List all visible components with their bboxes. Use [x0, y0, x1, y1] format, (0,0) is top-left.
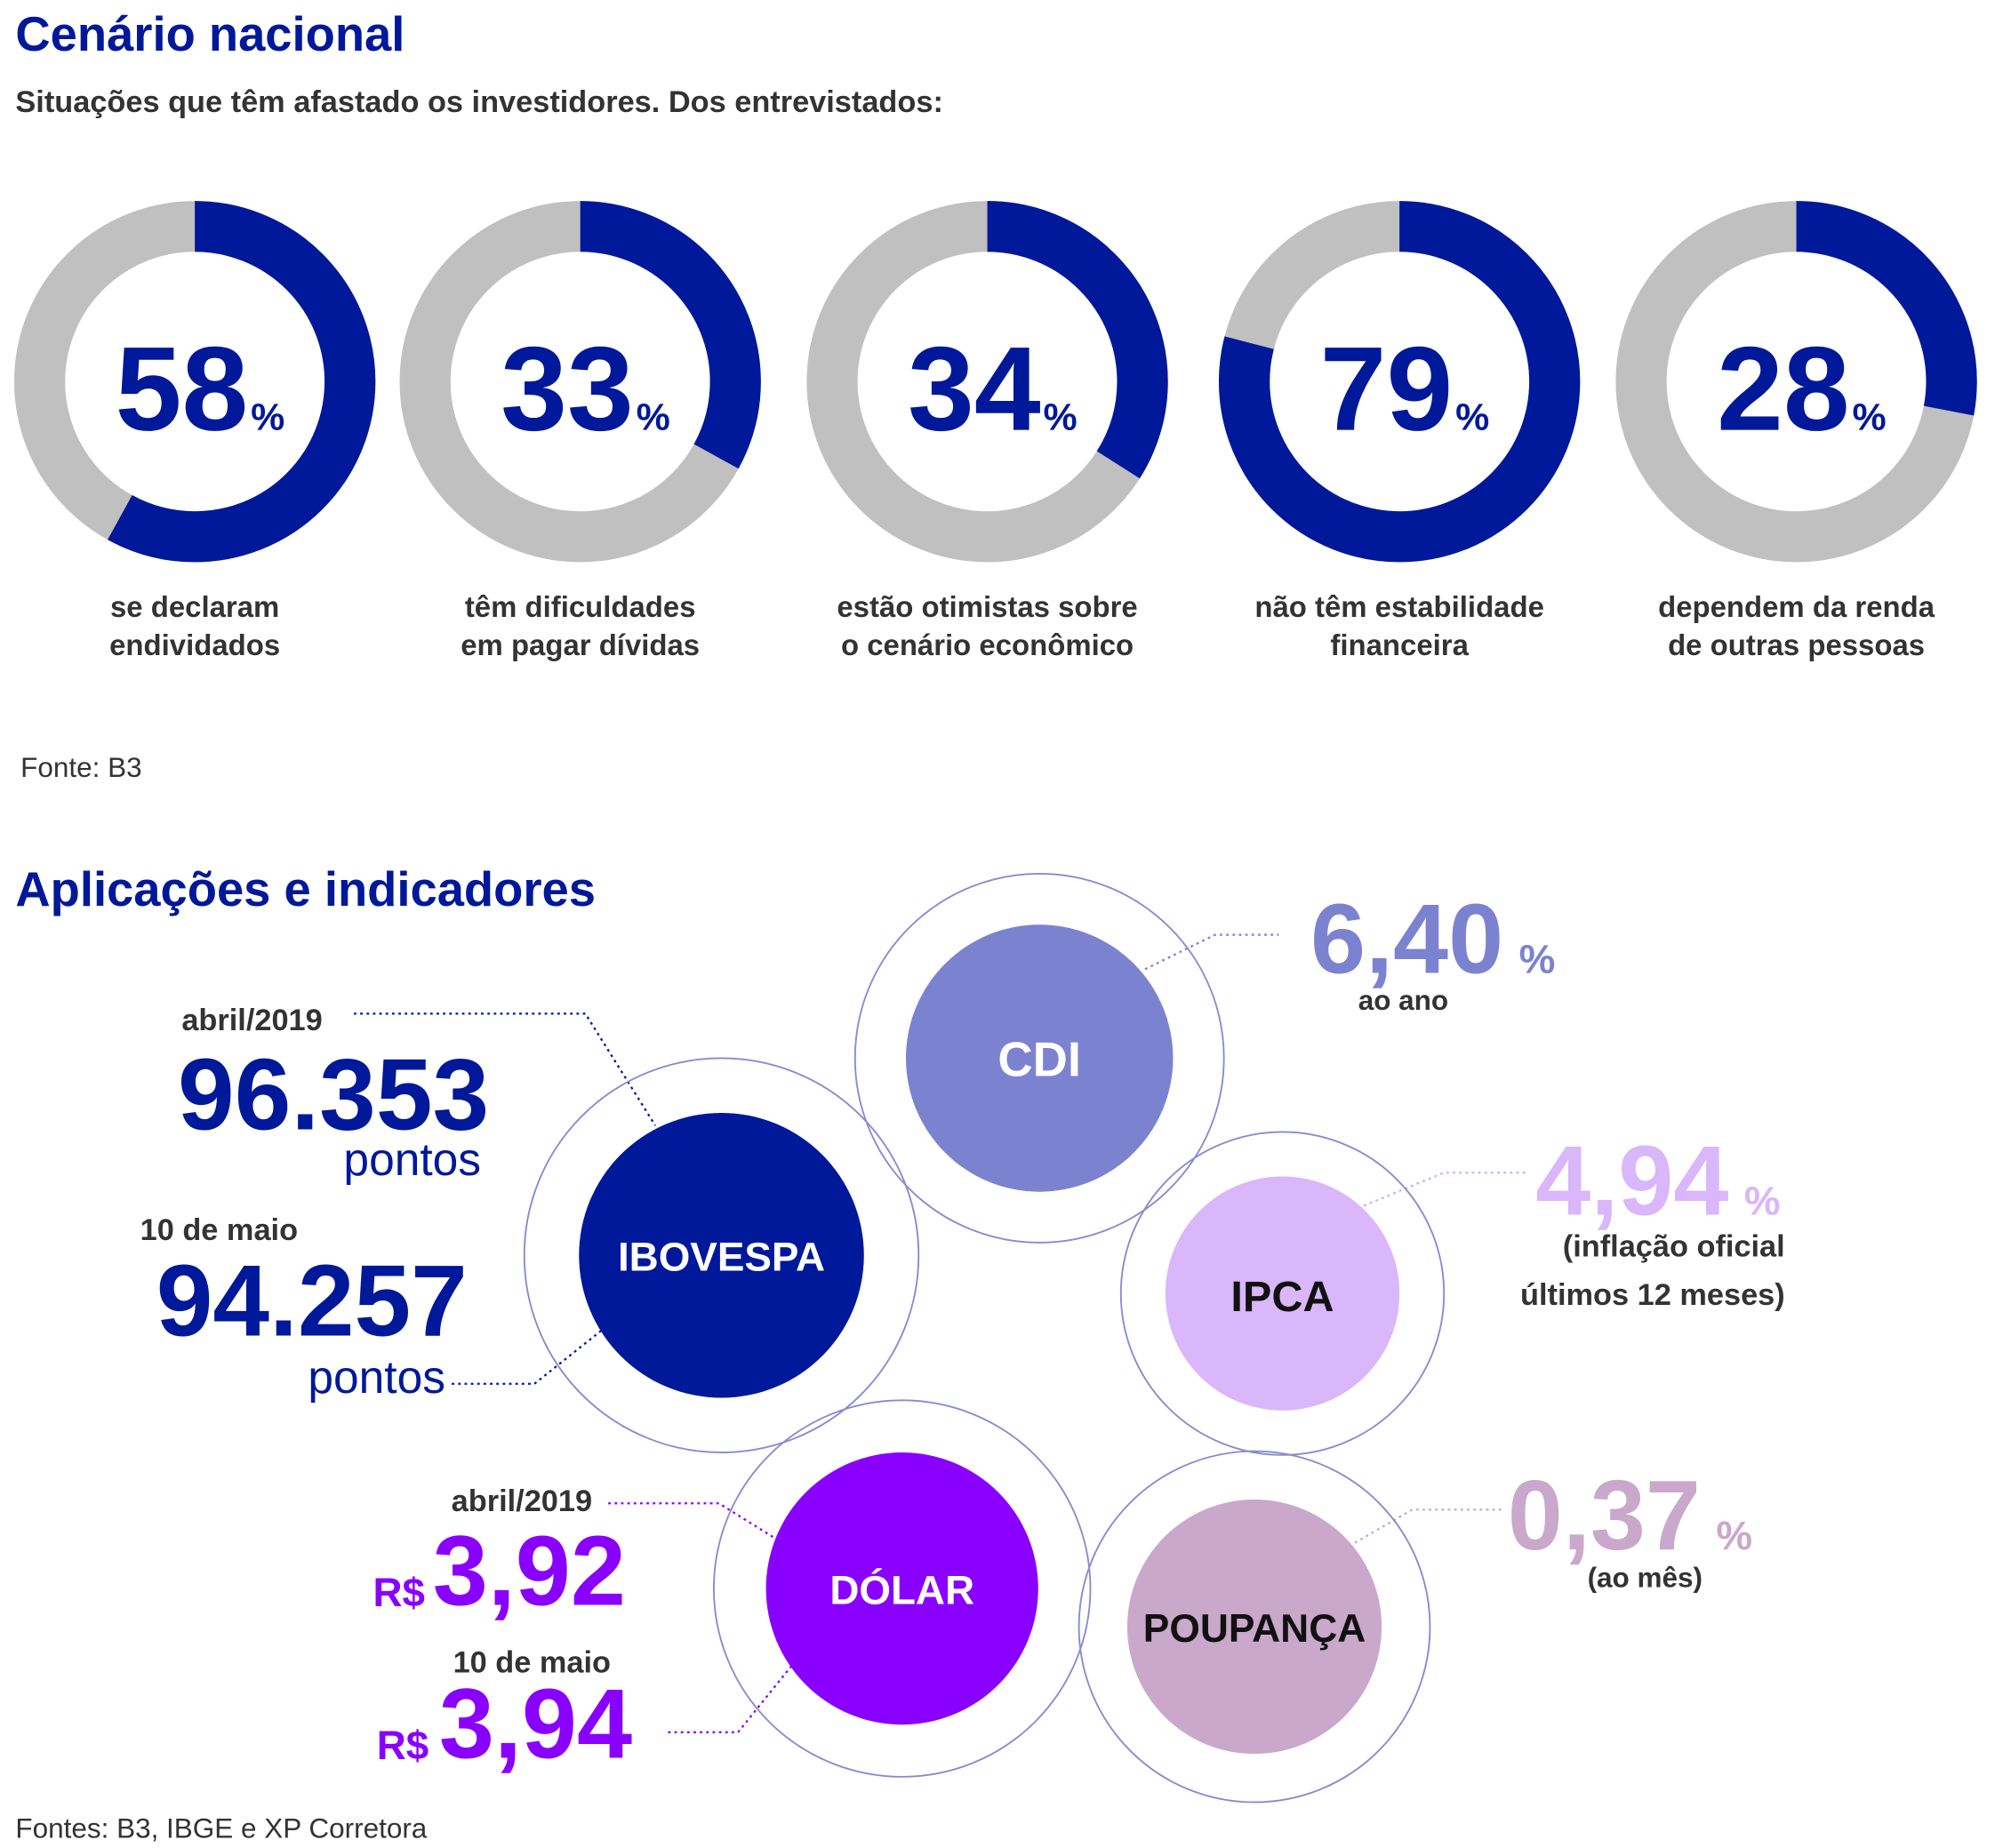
- bubble-label: IBOVESPA: [618, 1234, 825, 1279]
- donut-arc: [1218, 201, 1581, 563]
- bubble-label: IPCA: [1230, 1273, 1334, 1321]
- bubble: [1165, 1176, 1400, 1411]
- donut-unit: %: [1455, 396, 1489, 439]
- connector: [668, 1652, 803, 1733]
- note: ao ano: [1358, 985, 1448, 1016]
- subtitle: Situações que têm afastado os investidor…: [15, 85, 943, 119]
- bubble: [1126, 1499, 1382, 1755]
- bubble-ring: [523, 1057, 920, 1453]
- indicator-value: 6,40: [1310, 884, 1503, 995]
- unit: %: [1716, 1513, 1752, 1558]
- donut-label: têm dificuldades em pagar dívidas: [461, 589, 701, 662]
- donut-value: 58: [116, 322, 249, 456]
- bubble-ring: [853, 873, 1225, 1244]
- donut-label: não têm estabilidade financeira: [1254, 589, 1544, 662]
- donut-arc: [13, 201, 376, 563]
- note: últimos 12 meses): [1520, 1278, 1785, 1312]
- indicator-value: 96.353: [178, 1038, 489, 1152]
- connector: [1144, 933, 1279, 971]
- donut-unit: %: [1853, 396, 1887, 439]
- source: Fonte: B3: [20, 752, 141, 783]
- connector: [1363, 1172, 1527, 1207]
- indicator-value: 4,94: [1535, 1124, 1728, 1236]
- donut-unit: %: [637, 396, 670, 439]
- label-box: têm dificuldades em pagar dívidas: [461, 589, 701, 662]
- unit: %: [1519, 937, 1556, 982]
- label-box: não têm estabilidade financeira: [1254, 589, 1544, 662]
- bubble: [579, 1112, 864, 1398]
- connector: [1354, 1508, 1502, 1544]
- unit: pontos: [343, 1133, 481, 1185]
- bubble-ring: [1119, 1131, 1446, 1456]
- indicator-value: 3,94: [439, 1668, 632, 1779]
- bubble-ring: [1078, 1450, 1431, 1804]
- donut-unit: %: [251, 396, 284, 439]
- donut-value: 28: [1717, 322, 1850, 456]
- donut-label: dependem da renda de outras pessoas: [1658, 589, 1935, 662]
- bubble: [905, 924, 1174, 1192]
- note: (inflação oficial: [1563, 1230, 1785, 1264]
- label-box: se declaram endividados: [109, 589, 281, 662]
- bubble-label: CDI: [998, 1032, 1081, 1086]
- donut-arc: [806, 201, 1168, 563]
- bubble: [765, 1452, 1038, 1725]
- section-title: Cenário nacional: [15, 7, 405, 61]
- currency: R$: [377, 1723, 429, 1768]
- date: 10 de maio: [140, 1213, 298, 1247]
- label-box: estão otimistas sobre o cenário econômic…: [837, 589, 1138, 662]
- section-title: Aplicações e indicadores: [15, 862, 596, 916]
- date: abril/2019: [181, 1004, 322, 1037]
- bubble-label: POUPANÇA: [1143, 1607, 1366, 1651]
- source: Fontes: B3, IBGE e XP Corretora: [15, 1813, 427, 1844]
- currency: R$: [373, 1570, 425, 1615]
- indicator-value: 3,92: [433, 1516, 626, 1627]
- donut-label: estão otimistas sobre o cenário econômic…: [837, 589, 1138, 662]
- indicator-value: 94.257: [156, 1244, 468, 1357]
- connector: [452, 1328, 605, 1385]
- donut-charts: 58 % se declaram endividados 33 % têm dificul…: [13, 201, 1977, 662]
- indicator-value: 0,37: [1508, 1460, 1701, 1571]
- bubble-ring: [712, 1399, 1092, 1778]
- unit: %: [1744, 1178, 1781, 1223]
- donut-label: se declaram endividados: [109, 589, 281, 662]
- connector: [608, 1502, 777, 1540]
- donut-unit: %: [1044, 396, 1078, 439]
- note: (ao mês): [1588, 1563, 1703, 1594]
- date: abril/2019: [452, 1484, 592, 1518]
- donut-arc: [1615, 201, 1977, 563]
- donut-value: 33: [501, 322, 634, 456]
- donut-value: 34: [908, 322, 1041, 456]
- connector: [353, 1012, 657, 1126]
- bubble-label: DÓLAR: [829, 1566, 974, 1612]
- unit: pontos: [308, 1351, 445, 1403]
- label-box: dependem da renda de outras pessoas: [1658, 589, 1935, 662]
- date: 10 de maio: [453, 1646, 611, 1680]
- donut-value: 79: [1320, 322, 1454, 456]
